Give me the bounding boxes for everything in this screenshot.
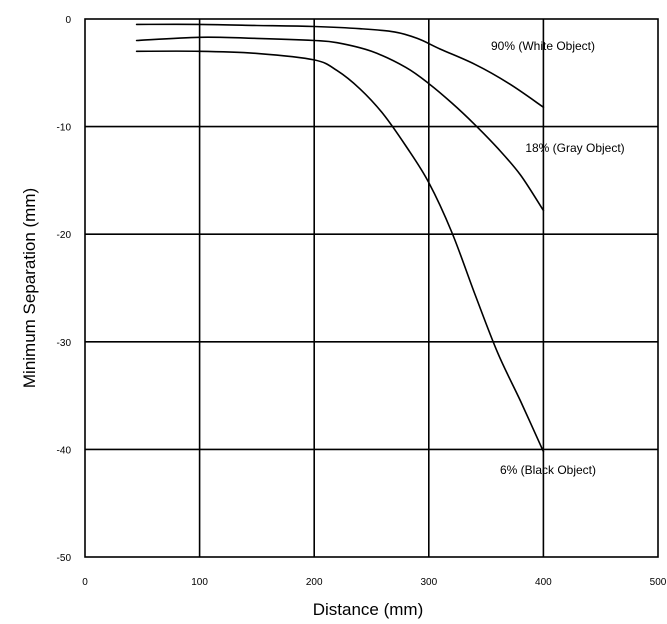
x-tick-label: 400 (535, 577, 552, 588)
series-labels: 90% (White Object) 18% (Gray Object) 6% (B… (491, 39, 625, 477)
y-tick-label: -10 (57, 123, 72, 134)
y-tick-labels: 0 -10 -20 -30 -40 -50 (57, 15, 72, 564)
series-lines (135, 23, 545, 453)
plot-frame (84, 18, 659, 558)
x-tick-labels: 0 100 200 300 400 500 (82, 577, 667, 588)
series-line-gray (135, 36, 545, 212)
x-tick-label: 200 (306, 577, 323, 588)
y-tick-label: -30 (57, 338, 72, 349)
series-line-black (135, 50, 545, 453)
grid-lines (85, 19, 658, 557)
y-axis-title: Minimum Separation (mm) (20, 188, 39, 388)
y-tick-label: -20 (57, 230, 72, 241)
y-tick-label: -40 (57, 445, 72, 456)
y-tick-label: 0 (65, 15, 71, 26)
x-tick-label: 300 (420, 577, 437, 588)
series-label-gray: 18% (Gray Object) (525, 141, 624, 155)
y-tick-label: -50 (57, 553, 72, 564)
series-label-white: 90% (White Object) (491, 39, 595, 53)
x-tick-label: 500 (650, 577, 667, 588)
series-label-black: 6% (Black Object) (500, 463, 596, 477)
x-axis-title: Distance (mm) (313, 600, 424, 619)
x-tick-label: 100 (191, 577, 208, 588)
series-line-white (135, 23, 545, 108)
x-tick-label: 0 (82, 577, 88, 588)
